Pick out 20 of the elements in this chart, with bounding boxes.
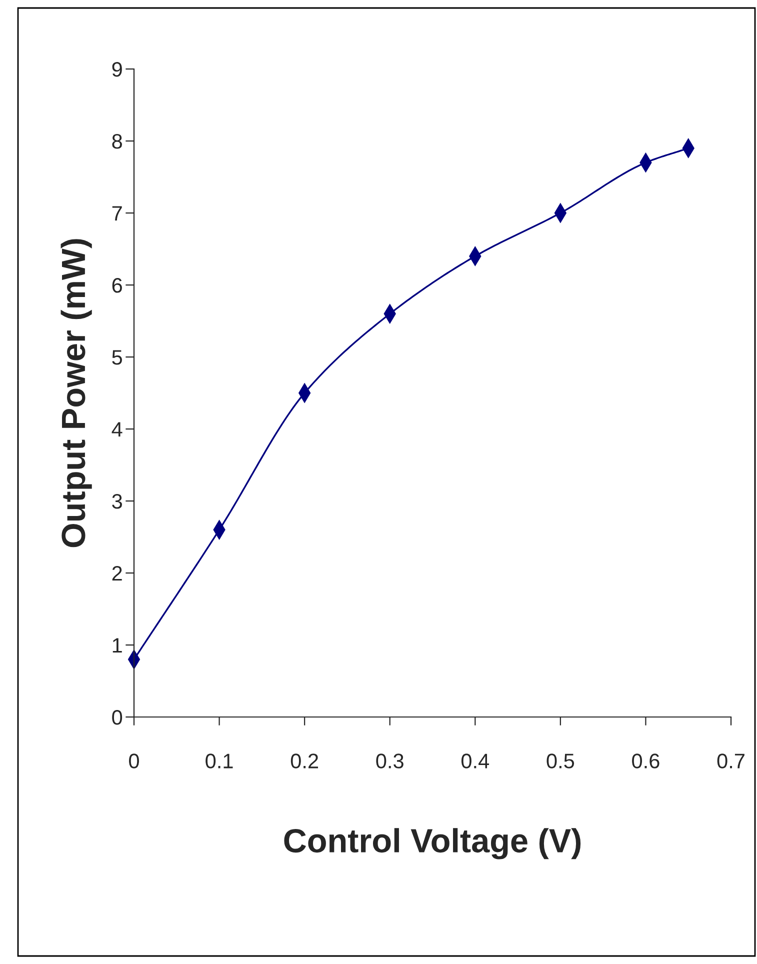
y-tick-label: 0 bbox=[112, 710, 122, 725]
y-tick-label: 8 bbox=[112, 134, 122, 149]
y-tick-label: 4 bbox=[112, 422, 122, 437]
y-tick-label: 1 bbox=[112, 638, 122, 653]
x-tick-label: 0.2 bbox=[290, 754, 318, 768]
x-axis-title: Control Voltage (V) bbox=[284, 828, 581, 860]
x-tick-label: 0.6 bbox=[632, 754, 660, 768]
x-tick-label: 0.1 bbox=[206, 754, 233, 768]
x-tick-label: 0.3 bbox=[376, 754, 404, 768]
x-tick-label: 0.4 bbox=[461, 754, 490, 768]
y-tick-label: 6 bbox=[112, 278, 122, 293]
x-tick-label: 0.7 bbox=[717, 754, 744, 768]
y-axis-title: Output Power (mW) bbox=[60, 239, 92, 548]
x-tick-label: 0 bbox=[129, 754, 139, 768]
y-tick-label: 3 bbox=[112, 494, 122, 509]
y-tick-label: 9 bbox=[112, 62, 122, 77]
y-tick-label: 7 bbox=[112, 206, 122, 221]
x-tick-label: 0.5 bbox=[546, 754, 574, 768]
y-tick-label: 5 bbox=[112, 350, 122, 365]
y-tick-label: 2 bbox=[112, 566, 122, 581]
